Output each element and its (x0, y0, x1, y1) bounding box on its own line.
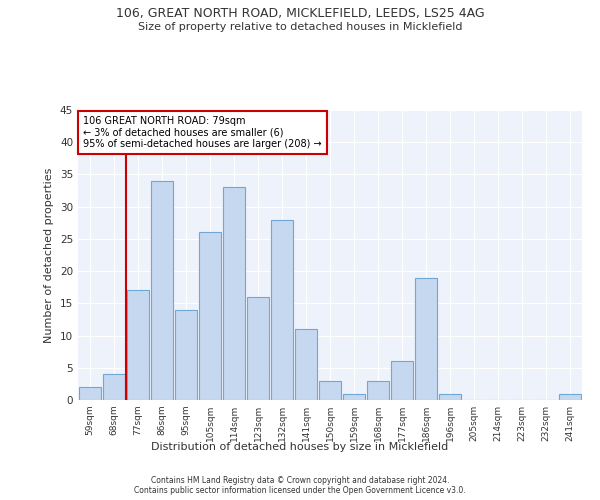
Bar (199, 232, 221, 400)
Bar (175, 310, 197, 400)
Bar (271, 220, 293, 400)
Bar (247, 297, 269, 400)
Text: 106, GREAT NORTH ROAD, MICKLEFIELD, LEEDS, LS25 4AG: 106, GREAT NORTH ROAD, MICKLEFIELD, LEED… (116, 8, 484, 20)
Text: 106 GREAT NORTH ROAD: 79sqm
← 3% of detached houses are smaller (6)
95% of semi-: 106 GREAT NORTH ROAD: 79sqm ← 3% of deta… (83, 116, 322, 149)
Bar (439, 394, 461, 400)
Bar (295, 329, 317, 400)
Text: Size of property relative to detached houses in Micklefield: Size of property relative to detached ho… (138, 22, 462, 32)
Bar (319, 380, 341, 400)
Bar (223, 188, 245, 400)
Text: Contains HM Land Registry data © Crown copyright and database right 2024.
Contai: Contains HM Land Registry data © Crown c… (134, 476, 466, 495)
Bar (151, 181, 173, 400)
Bar (343, 394, 365, 400)
Bar (391, 362, 413, 400)
Bar (367, 380, 389, 400)
Bar (103, 374, 125, 400)
Bar (79, 387, 101, 400)
Y-axis label: Number of detached properties: Number of detached properties (44, 168, 55, 342)
Bar (415, 278, 437, 400)
Bar (559, 394, 581, 400)
Bar (127, 290, 149, 400)
Text: Distribution of detached houses by size in Micklefield: Distribution of detached houses by size … (151, 442, 449, 452)
